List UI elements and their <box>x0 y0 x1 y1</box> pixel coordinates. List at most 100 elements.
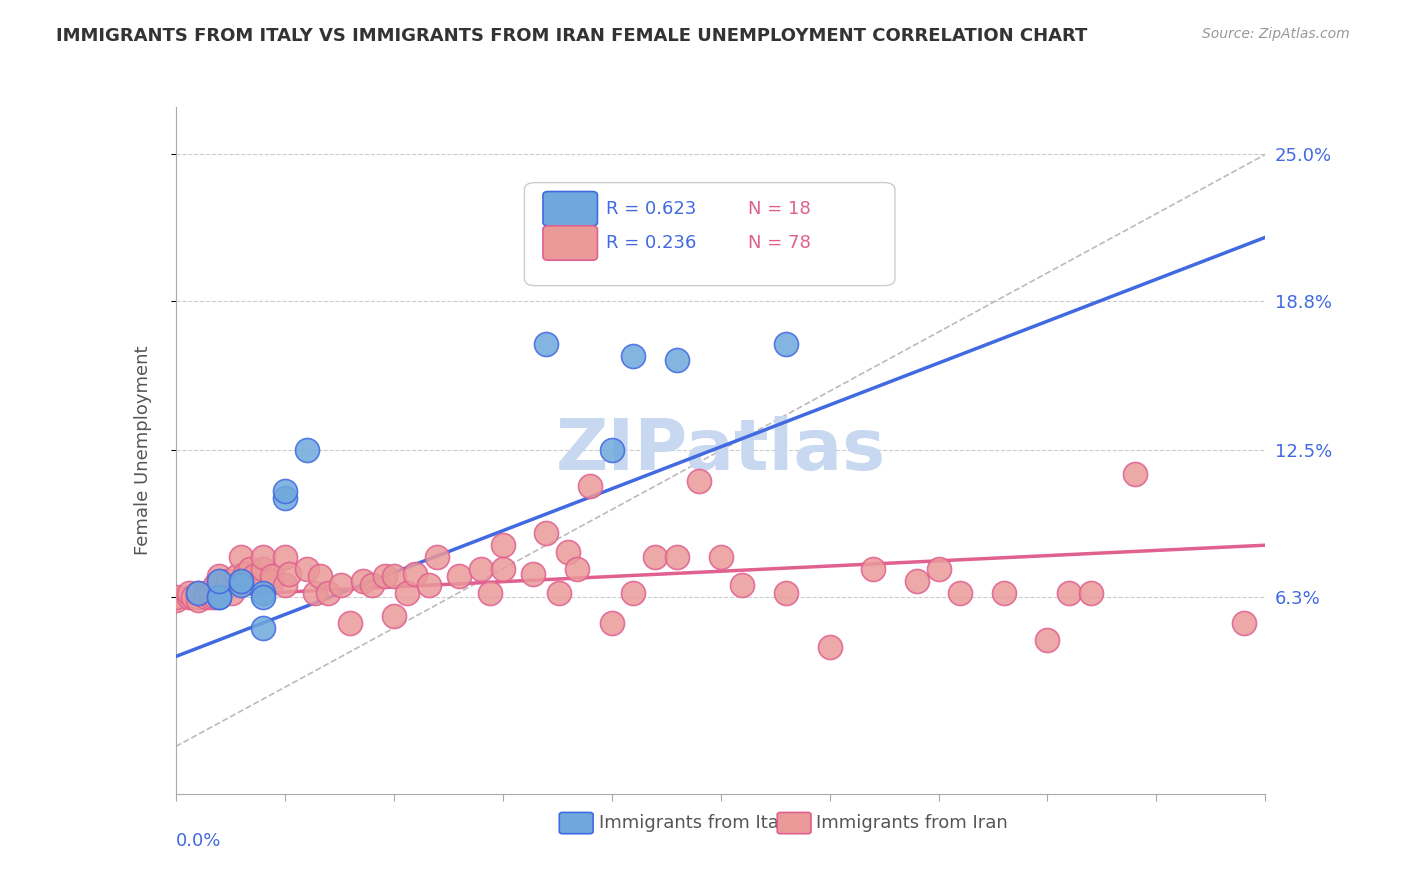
Point <box>557 545 579 559</box>
Point <box>231 574 253 588</box>
Text: R = 0.623: R = 0.623 <box>606 200 696 218</box>
Point <box>231 578 253 592</box>
Point <box>565 562 588 576</box>
Text: R = 0.236: R = 0.236 <box>606 234 696 252</box>
FancyBboxPatch shape <box>524 183 896 285</box>
FancyBboxPatch shape <box>560 813 593 834</box>
Point <box>208 591 231 605</box>
Point <box>318 585 340 599</box>
Point <box>534 337 557 351</box>
Point <box>295 443 318 458</box>
Point <box>208 569 231 583</box>
Point <box>405 566 427 581</box>
Point <box>1080 585 1102 599</box>
Point <box>330 578 353 592</box>
Point <box>204 578 226 592</box>
Point <box>374 569 396 583</box>
Point <box>252 585 274 599</box>
Point <box>382 569 405 583</box>
Text: ZIPatlas: ZIPatlas <box>555 416 886 485</box>
Point <box>339 616 361 631</box>
Y-axis label: Female Unemployment: Female Unemployment <box>134 346 152 555</box>
Point <box>557 219 579 233</box>
Point <box>666 353 689 368</box>
Point <box>862 562 884 576</box>
Point <box>252 621 274 635</box>
Point <box>470 562 492 576</box>
Point <box>600 616 623 631</box>
Point <box>186 585 209 599</box>
Point <box>579 479 602 493</box>
Text: N = 18: N = 18 <box>748 200 811 218</box>
Point <box>274 549 297 564</box>
Point <box>395 585 418 599</box>
Point <box>208 585 231 599</box>
Text: Source: ZipAtlas.com: Source: ZipAtlas.com <box>1202 27 1350 41</box>
Point <box>600 443 623 458</box>
Point <box>666 549 689 564</box>
Point <box>165 592 187 607</box>
Point <box>186 585 209 599</box>
Point <box>478 585 501 599</box>
Point <box>217 578 239 592</box>
Text: IMMIGRANTS FROM ITALY VS IMMIGRANTS FROM IRAN FEMALE UNEMPLOYMENT CORRELATION CH: IMMIGRANTS FROM ITALY VS IMMIGRANTS FROM… <box>56 27 1088 45</box>
Point <box>534 526 557 541</box>
FancyBboxPatch shape <box>778 813 811 834</box>
Point <box>949 585 972 599</box>
Point <box>186 591 209 605</box>
Point <box>775 585 797 599</box>
Point <box>360 578 382 592</box>
Point <box>621 349 644 363</box>
Point <box>1123 467 1146 482</box>
Point <box>204 591 226 605</box>
Point <box>1057 585 1080 599</box>
Point <box>208 591 231 605</box>
Point <box>548 585 571 599</box>
Point <box>208 574 231 588</box>
Point <box>200 585 222 599</box>
Point <box>221 585 243 599</box>
Point <box>217 574 239 588</box>
Point <box>260 569 283 583</box>
Point <box>177 591 200 605</box>
FancyBboxPatch shape <box>543 226 598 260</box>
Point <box>644 549 666 564</box>
Point <box>492 562 515 576</box>
Point <box>304 585 326 599</box>
Point <box>208 574 231 588</box>
Point <box>186 592 209 607</box>
Point <box>426 549 449 564</box>
Point <box>993 585 1015 599</box>
Point <box>295 562 318 576</box>
Point <box>382 609 405 624</box>
Point <box>1232 616 1256 631</box>
Point <box>1036 632 1059 647</box>
Point <box>278 566 301 581</box>
Point <box>352 574 374 588</box>
Text: Immigrants from Iran: Immigrants from Iran <box>817 814 1008 831</box>
Point <box>522 566 544 581</box>
Point <box>231 549 253 564</box>
Point <box>235 566 257 581</box>
Point <box>195 585 218 599</box>
Point <box>731 578 754 592</box>
Point <box>195 591 218 605</box>
FancyBboxPatch shape <box>543 192 598 226</box>
Point <box>165 591 187 605</box>
Point <box>710 549 733 564</box>
Point <box>177 585 200 599</box>
Point <box>928 562 950 576</box>
Point <box>818 640 841 654</box>
Point <box>447 569 470 583</box>
Text: N = 78: N = 78 <box>748 234 811 252</box>
Point <box>243 569 266 583</box>
Point <box>308 569 330 583</box>
Text: Immigrants from Italy: Immigrants from Italy <box>599 814 794 831</box>
Point <box>274 491 297 505</box>
Point <box>252 591 274 605</box>
Point <box>905 574 928 588</box>
Point <box>492 538 515 552</box>
Point <box>231 574 253 588</box>
Point <box>274 578 297 592</box>
Point <box>181 591 204 605</box>
